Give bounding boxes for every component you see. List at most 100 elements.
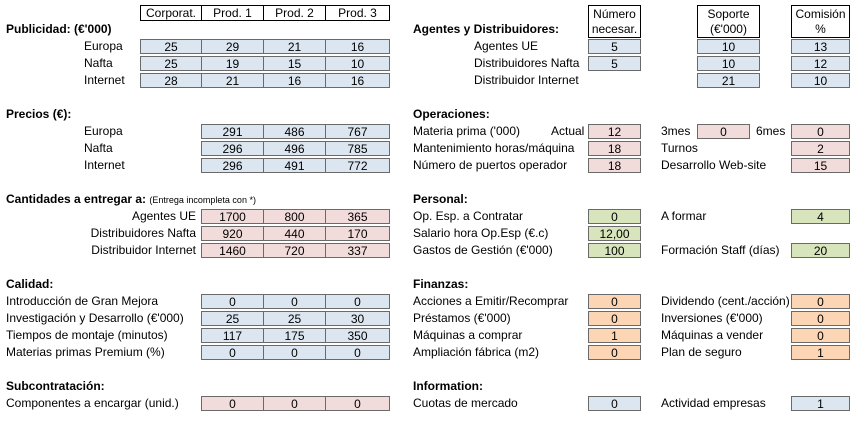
row-label-agentes-ue: Agentes UE xyxy=(474,39,539,53)
row-label-precios-internet: Internet xyxy=(84,158,125,172)
col-header-corporat: Corporat. xyxy=(140,5,202,21)
precios-nafta-prod1[interactable]: 296 xyxy=(201,141,264,156)
dividendo-field[interactable]: 0 xyxy=(791,294,850,309)
web-site-field[interactable]: 15 xyxy=(791,158,850,173)
precios-europa-prod3[interactable]: 767 xyxy=(325,124,390,139)
label-6mes: 6mes xyxy=(756,124,786,138)
materia-actual-field[interactable]: 12 xyxy=(588,124,641,139)
row-label-publicidad-internet: Internet xyxy=(84,73,125,87)
row-label-precios-europa: Europa xyxy=(84,124,123,138)
cantidades-internet-prod3[interactable]: 337 xyxy=(325,243,390,258)
agentes-nafta-numero[interactable]: 5 xyxy=(588,56,641,71)
label-maquinas-comprar: Máquinas a comprar xyxy=(413,328,523,342)
label-puertos: Número de puertos operador xyxy=(413,158,568,172)
cantidades-title: Cantidades a entregar a: xyxy=(6,192,147,206)
row-label-cantidades-internet: Distribuidor Internet xyxy=(91,243,196,257)
materia-6mes-field[interactable]: 0 xyxy=(791,124,850,139)
cantidades-agentes-prod1[interactable]: 1700 xyxy=(201,209,264,224)
acciones-field[interactable]: 0 xyxy=(588,294,641,309)
precios-internet-prod1[interactable]: 296 xyxy=(201,158,264,173)
componentes-prod2[interactable]: 0 xyxy=(263,396,326,411)
precios-nafta-prod3[interactable]: 785 xyxy=(325,141,390,156)
label-a-formar: A formar xyxy=(661,209,707,223)
cantidades-internet-prod1[interactable]: 1460 xyxy=(201,243,264,258)
agentes-nafta-soporte[interactable]: 10 xyxy=(697,56,760,71)
plan-seguro-field[interactable]: 1 xyxy=(791,345,850,360)
maquinas-vender-field[interactable]: 0 xyxy=(791,328,850,343)
label-web-site: Desarrollo Web-site xyxy=(661,158,767,172)
row-label-cantidades-nafta: Distribuidores Nafta xyxy=(90,226,196,240)
precios-internet-prod3[interactable]: 772 xyxy=(325,158,390,173)
componentes-prod3[interactable]: 0 xyxy=(325,396,390,411)
mantenimiento-field[interactable]: 18 xyxy=(588,141,641,156)
agentes-nafta-comision[interactable]: 12 xyxy=(791,56,850,71)
calidad-mejora-prod3[interactable]: 0 xyxy=(325,294,390,309)
cantidades-agentes-prod2[interactable]: 800 xyxy=(263,209,326,224)
publicidad-internet-prod1[interactable]: 21 xyxy=(201,73,264,88)
inversiones-field[interactable]: 0 xyxy=(791,311,850,326)
calidad-mejora-prod1[interactable]: 0 xyxy=(201,294,264,309)
maquinas-comprar-field[interactable]: 1 xyxy=(588,328,641,343)
agentes-internet-comision[interactable]: 10 xyxy=(791,73,850,88)
calidad-id-prod3[interactable]: 30 xyxy=(325,311,390,326)
calidad-id-prod2[interactable]: 25 xyxy=(263,311,326,326)
a-formar-field[interactable]: 4 xyxy=(791,209,850,224)
agentes-internet-soporte[interactable]: 21 xyxy=(697,73,760,88)
publicidad-europa-corporat[interactable]: 25 xyxy=(140,39,202,54)
publicidad-internet-prod3[interactable]: 16 xyxy=(325,73,390,88)
calidad-montaje-prod2[interactable]: 175 xyxy=(263,328,326,343)
label-gastos-gestion: Gastos de Gestión (€'000) xyxy=(413,243,553,257)
turnos-field[interactable]: 2 xyxy=(791,141,850,156)
prestamos-field[interactable]: 0 xyxy=(588,311,641,326)
agentes-ue-soporte[interactable]: 10 xyxy=(697,39,760,54)
calidad-montaje-prod1[interactable]: 117 xyxy=(201,328,264,343)
contratar-field[interactable]: 0 xyxy=(588,209,641,224)
cantidades-nafta-prod1[interactable]: 920 xyxy=(201,226,264,241)
col-header-comision-line2: % xyxy=(815,22,826,36)
precios-nafta-prod2[interactable]: 496 xyxy=(263,141,326,156)
calidad-id-prod1[interactable]: 25 xyxy=(201,311,264,326)
publicidad-internet-prod2[interactable]: 16 xyxy=(263,73,326,88)
cantidades-nafta-prod2[interactable]: 440 xyxy=(263,226,326,241)
col-header-soporte-line2: (€'000) xyxy=(710,22,747,36)
ampliacion-field[interactable]: 0 xyxy=(588,345,641,360)
publicidad-nafta-prod1[interactable]: 19 xyxy=(201,56,264,71)
cantidades-internet-prod2[interactable]: 720 xyxy=(263,243,326,258)
agentes-ue-numero[interactable]: 5 xyxy=(588,39,641,54)
publicidad-europa-prod3[interactable]: 16 xyxy=(325,39,390,54)
calidad-premium-prod1[interactable]: 0 xyxy=(201,345,264,360)
label-actual: Actual xyxy=(551,124,585,138)
publicidad-europa-prod1[interactable]: 29 xyxy=(201,39,264,54)
puertos-field[interactable]: 18 xyxy=(588,158,641,173)
gastos-gestion-field[interactable]: 100 xyxy=(588,243,641,258)
precios-europa-prod2[interactable]: 486 xyxy=(263,124,326,139)
agentes-ue-comision[interactable]: 13 xyxy=(791,39,850,54)
col-header-numero-line1: Número xyxy=(593,7,636,21)
col-header-prod2: Prod. 2 xyxy=(263,5,326,21)
publicidad-nafta-corporat[interactable]: 25 xyxy=(140,56,202,71)
cantidades-nafta-prod3[interactable]: 170 xyxy=(325,226,390,241)
formacion-staff-field[interactable]: 20 xyxy=(791,243,850,258)
cuotas-field[interactable]: 0 xyxy=(588,396,641,411)
row-label-componentes: Componentes a encargar (unid.) xyxy=(6,396,179,410)
calidad-premium-prod2[interactable]: 0 xyxy=(263,345,326,360)
calidad-montaje-prod3[interactable]: 350 xyxy=(325,328,390,343)
precios-europa-prod1[interactable]: 291 xyxy=(201,124,264,139)
componentes-prod1[interactable]: 0 xyxy=(201,396,264,411)
calidad-mejora-prod2[interactable]: 0 xyxy=(263,294,326,309)
col-header-numero: Número necesar. xyxy=(588,5,641,38)
actividad-field[interactable]: 1 xyxy=(791,396,850,411)
cantidades-agentes-prod3[interactable]: 365 xyxy=(325,209,390,224)
precios-internet-prod2[interactable]: 491 xyxy=(263,158,326,173)
calidad-premium-prod3[interactable]: 0 xyxy=(325,345,390,360)
salario-field[interactable]: 12,00 xyxy=(588,226,641,241)
publicidad-nafta-prod2[interactable]: 15 xyxy=(263,56,326,71)
publicidad-internet-corporat[interactable]: 28 xyxy=(140,73,202,88)
row-label-calidad-montaje: Tiempos de montaje (minutos) xyxy=(6,328,168,342)
label-maquinas-vender: Máquinas a vender xyxy=(661,328,764,342)
publicidad-europa-prod2[interactable]: 21 xyxy=(263,39,326,54)
section-title-operaciones: Operaciones: xyxy=(413,107,490,121)
materia-3mes-field[interactable]: 0 xyxy=(697,124,750,139)
publicidad-nafta-prod3[interactable]: 10 xyxy=(325,56,390,71)
label-salario: Salario hora Op.Esp (€.c) xyxy=(413,226,549,240)
